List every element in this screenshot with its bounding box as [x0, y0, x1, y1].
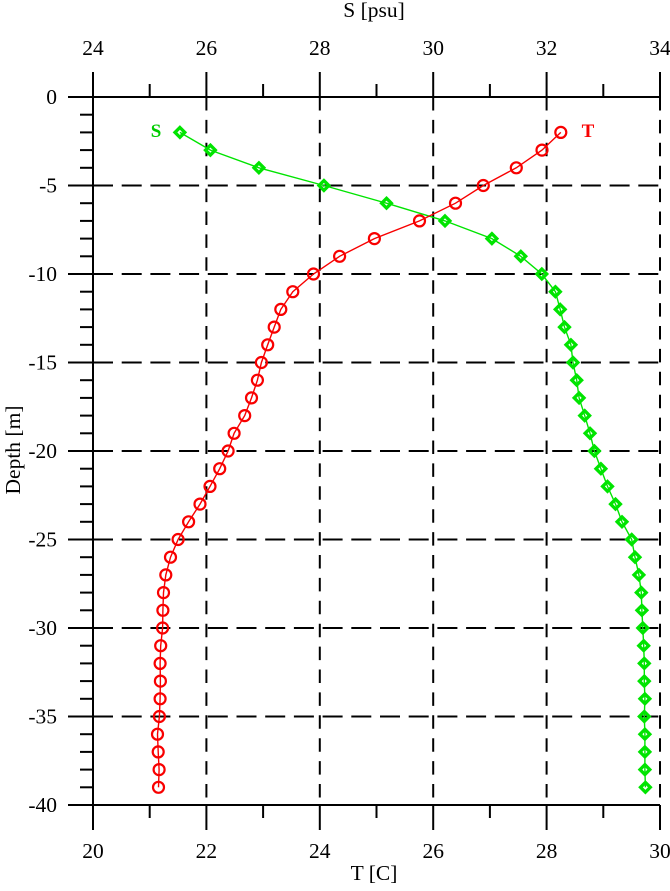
svg-text:30: 30 [422, 36, 444, 60]
svg-text:-30: -30 [28, 616, 57, 640]
svg-text:-15: -15 [28, 351, 57, 375]
svg-text:32: 32 [536, 36, 558, 60]
svg-text:-40: -40 [28, 793, 57, 817]
svg-text:T: T [582, 121, 595, 142]
svg-text:30: 30 [649, 839, 670, 863]
svg-text:T [C]: T [C] [351, 861, 398, 885]
svg-text:Depth [m]: Depth [m] [1, 406, 25, 495]
svg-text:20: 20 [82, 839, 104, 863]
svg-text:26: 26 [196, 36, 218, 60]
svg-text:S [psu]: S [psu] [343, 0, 405, 22]
svg-text:-25: -25 [28, 528, 57, 552]
svg-text:22: 22 [196, 839, 218, 863]
svg-text:24: 24 [309, 839, 331, 863]
svg-text:-35: -35 [28, 705, 57, 729]
svg-text:26: 26 [422, 839, 444, 863]
svg-text:0: 0 [46, 85, 57, 109]
svg-text:-10: -10 [28, 262, 57, 286]
svg-text:28: 28 [309, 36, 331, 60]
svg-text:S: S [151, 121, 162, 142]
svg-text:-20: -20 [28, 439, 57, 463]
svg-text:34: 34 [649, 36, 670, 60]
svg-text:-5: -5 [39, 174, 57, 198]
svg-text:24: 24 [82, 36, 104, 60]
svg-text:28: 28 [536, 839, 558, 863]
